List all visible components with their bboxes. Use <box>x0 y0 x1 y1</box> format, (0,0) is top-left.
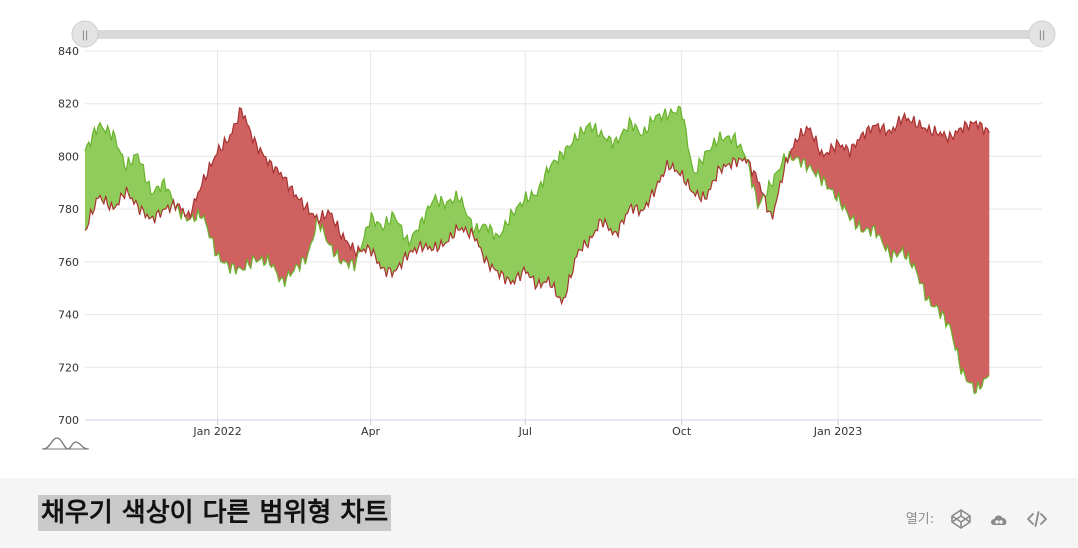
cloud-icon[interactable] <box>988 508 1010 530</box>
slider-handle-grip: || <box>82 30 89 41</box>
range-fill-red <box>177 204 184 220</box>
y-tick-label: 720 <box>58 361 79 374</box>
slider-handle-grip: || <box>1039 30 1046 41</box>
page-title: 채우기 색상이 다른 범위형 차트 <box>38 495 392 531</box>
y-tick-label: 840 <box>58 45 79 58</box>
y-tick-label: 800 <box>58 150 79 163</box>
open-label: 열기: <box>905 512 934 527</box>
chart-svg: 700 720 740 760 780 800 820 840 Jan 2022 Apr Jul Oc… <box>42 20 1056 450</box>
range-fill-red <box>185 107 361 287</box>
slider-handle-knob[interactable] <box>71 20 99 48</box>
slider-handle-knob[interactable] <box>1028 20 1056 48</box>
range-slider-start-handle[interactable]: || <box>71 20 99 48</box>
y-tick-label: 740 <box>58 309 79 322</box>
range-fill-green <box>765 153 786 220</box>
footer-bar: 채우기 색상이 다른 범위형 차트 열기: <box>0 478 1078 548</box>
code-icon[interactable] <box>1026 508 1048 530</box>
chart-logo-icon <box>42 437 89 450</box>
range-fill-red <box>747 159 766 209</box>
range-fill-green <box>85 122 173 231</box>
series-b-line <box>84 106 990 306</box>
x-tick-label: Jul <box>518 425 532 438</box>
x-tick-label: Jan 2023 <box>813 425 862 438</box>
y-tick-label: 700 <box>58 414 79 427</box>
x-tick-label: Jan 2022 <box>192 425 241 438</box>
chart-logo-curve <box>42 437 89 450</box>
range-area-chart: 700 720 740 760 780 800 820 840 Jan 2022 Apr Jul Oc… <box>42 20 1056 450</box>
x-tick-label: Oct <box>672 425 692 438</box>
range-slider-track <box>85 30 1042 39</box>
y-tick-label: 820 <box>58 98 79 111</box>
y-tick-label: 780 <box>58 203 79 216</box>
y-tick-label: 760 <box>58 256 79 269</box>
range-fill-green <box>360 106 748 304</box>
range-slider-end-handle[interactable]: || <box>1028 20 1056 48</box>
series-a-line <box>84 105 990 395</box>
codepen-icon[interactable] <box>950 508 972 530</box>
x-tick-label: Apr <box>361 425 381 438</box>
